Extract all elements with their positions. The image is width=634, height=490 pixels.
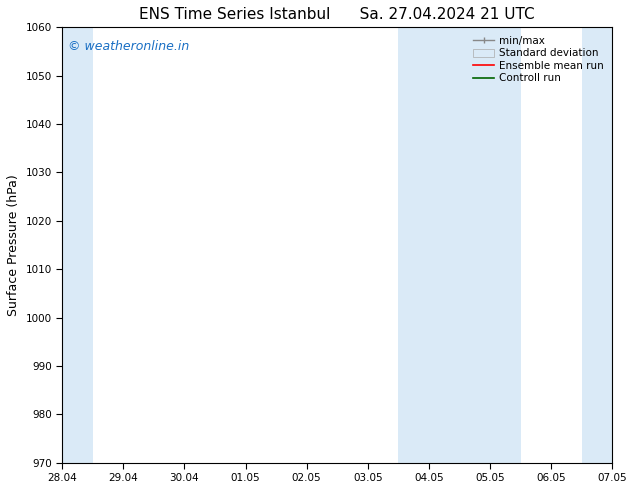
Bar	[398, 27, 521, 463]
Y-axis label: Surface Pressure (hPa): Surface Pressure (hPa)	[7, 174, 20, 316]
Title: ENS Time Series Istanbul      Sa. 27.04.2024 21 UTC: ENS Time Series Istanbul Sa. 27.04.2024 …	[139, 7, 535, 22]
Legend: min/max, Standard deviation, Ensemble mean run, Controll run: min/max, Standard deviation, Ensemble me…	[470, 32, 607, 87]
Bar	[32, 27, 93, 463]
Text: © weatheronline.in: © weatheronline.in	[68, 40, 189, 53]
Bar	[581, 27, 634, 463]
